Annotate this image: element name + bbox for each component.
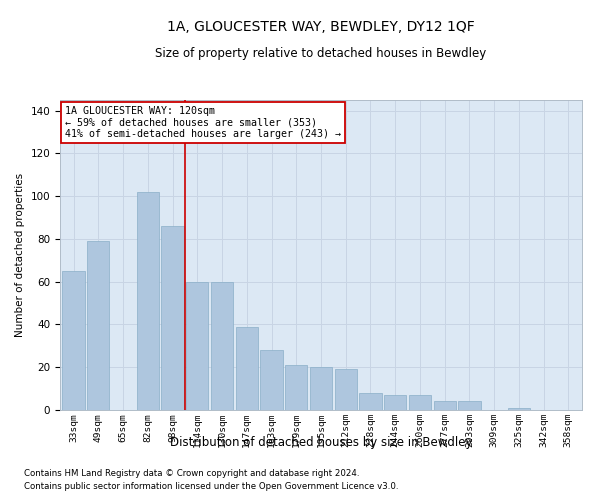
Bar bbox=[384, 395, 406, 410]
Bar bbox=[260, 350, 283, 410]
Bar bbox=[87, 241, 109, 410]
Text: Size of property relative to detached houses in Bewdley: Size of property relative to detached ho… bbox=[155, 48, 487, 60]
Bar bbox=[211, 282, 233, 410]
Text: 1A, GLOUCESTER WAY, BEWDLEY, DY12 1QF: 1A, GLOUCESTER WAY, BEWDLEY, DY12 1QF bbox=[167, 20, 475, 34]
Text: Distribution of detached houses by size in Bewdley: Distribution of detached houses by size … bbox=[170, 436, 472, 449]
Bar bbox=[508, 408, 530, 410]
Bar bbox=[335, 370, 357, 410]
Bar bbox=[62, 271, 85, 410]
Bar bbox=[285, 365, 307, 410]
Bar bbox=[310, 367, 332, 410]
Text: Contains public sector information licensed under the Open Government Licence v3: Contains public sector information licen… bbox=[24, 482, 398, 491]
Bar bbox=[359, 393, 382, 410]
Bar bbox=[186, 282, 208, 410]
Bar bbox=[458, 402, 481, 410]
Bar bbox=[434, 402, 456, 410]
Bar bbox=[161, 226, 184, 410]
Text: 1A GLOUCESTER WAY: 120sqm
← 59% of detached houses are smaller (353)
41% of semi: 1A GLOUCESTER WAY: 120sqm ← 59% of detac… bbox=[65, 106, 341, 140]
Text: Contains HM Land Registry data © Crown copyright and database right 2024.: Contains HM Land Registry data © Crown c… bbox=[24, 468, 359, 477]
Y-axis label: Number of detached properties: Number of detached properties bbox=[15, 173, 25, 337]
Bar bbox=[409, 395, 431, 410]
Bar bbox=[236, 326, 258, 410]
Bar bbox=[137, 192, 159, 410]
